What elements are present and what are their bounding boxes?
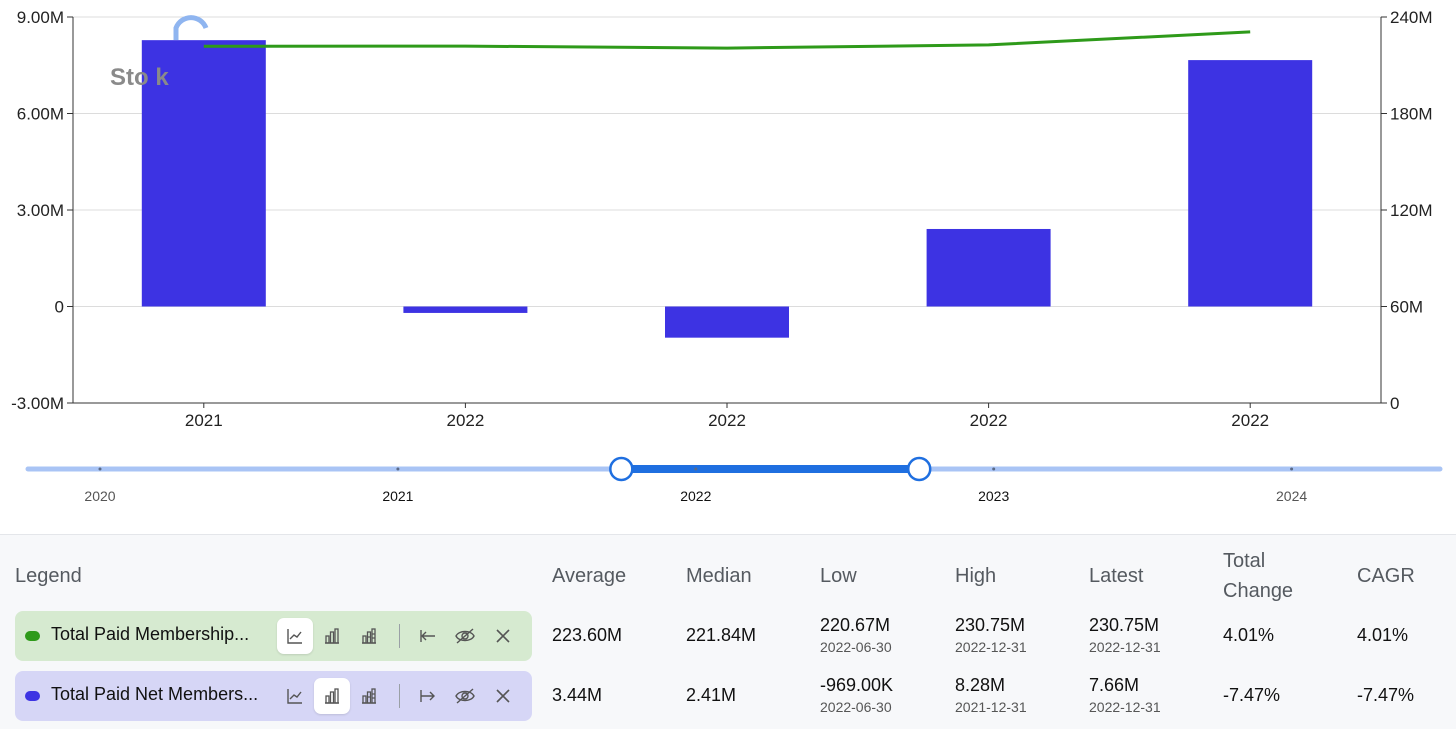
bar [926,228,1051,307]
header-low: Low [820,565,857,587]
y-left-tick-label: 0 [55,298,64,317]
low-value: -969.00K [820,675,894,695]
median-value: 221.84M [686,625,757,645]
close-icon[interactable] [485,618,521,654]
x-tick-label: 2022 [970,411,1008,430]
y-left-tick-label: 9.00M [17,8,64,27]
close-icon[interactable] [485,678,521,714]
line-chart-icon[interactable] [277,618,313,654]
icon-separator [399,624,400,648]
eye-off-icon[interactable] [447,618,483,654]
y-right-tick-label: 240M [1390,8,1433,27]
axis-right-icon[interactable] [410,678,446,714]
low-date: 2022-06-30 [820,699,892,715]
slider-year-label: 2021 [382,488,413,504]
x-tick-label: 2022 [1231,411,1269,430]
total-change-value: 4.01% [1223,625,1275,645]
x-tick-label: 2021 [185,411,223,430]
latest-date: 2022-12-31 [1089,639,1161,655]
slider-year-label: 2022 [680,488,711,504]
latest-date: 2022-12-31 [1089,699,1161,715]
y-right-tick-label: 60M [1390,298,1423,317]
slider-year-tick [992,467,996,471]
series-color-dot [25,691,40,701]
chart-area: -3.00M 0 3.00M 6.00M 9.00M 0 60M 120M 180M 240M 20… [11,8,1433,430]
header-high: High [955,565,997,587]
y-right-tick-label: 120M [1390,201,1433,220]
slider-track-svg[interactable]: 2020 2021 2022 2023 2024 [0,440,1456,534]
cagr-value: 4.01% [1357,625,1409,645]
average-value: 223.60M [552,625,623,645]
slider-end-handle[interactable] [906,456,932,482]
high-value: 230.75M [955,615,1026,635]
header-median: Median [686,565,752,587]
series-name: Total Paid Membership... [51,624,250,644]
bar-chart-icon[interactable] [314,678,350,714]
x-tick-label: 2022 [708,411,746,430]
date-range-slider[interactable]: 2020 2021 2022 2023 2024 [0,440,1456,534]
slider-year-tick [1290,467,1294,471]
cagr-value: -7.47% [1357,685,1415,705]
slider-year-label: 2024 [1276,488,1307,504]
bar [665,306,789,338]
slider-year-label: 2020 [84,488,115,504]
bar [1188,60,1313,307]
bar [141,40,266,307]
eye-off-icon[interactable] [447,678,483,714]
slider-year-tick [98,467,102,471]
latest-value: 230.75M [1089,615,1160,635]
high-value: 8.28M [955,675,1006,695]
x-tick-label: 2022 [446,411,484,430]
median-value: 2.41M [686,685,737,705]
header-latest: Latest [1089,565,1144,587]
combo-chart: -3.00M 0 3.00M 6.00M 9.00M 0 60M 120M 180M 240M 20… [11,8,1433,430]
y-right-tick-label: 180M [1390,105,1433,124]
header-average: Average [552,565,627,587]
average-value: 3.44M [552,685,603,705]
slider-start-handle[interactable] [609,456,634,482]
slider-year-tick [396,467,400,471]
bar-chart-icon[interactable] [314,618,350,654]
series-color-dot [25,631,40,641]
watermark: Sto k [110,64,169,91]
y-left-tick-label: 3.00M [17,201,64,220]
low-value: 220.67M [820,615,891,635]
low-date: 2022-06-30 [820,639,892,655]
series-name: Total Paid Net Members... [51,684,259,704]
high-date: 2021-12-31 [955,699,1027,715]
legend-table: Legend Average Median Low High Latest To… [0,534,1456,729]
icon-separator [399,684,400,708]
slider-year-tick [694,467,698,471]
latest-value: 7.66M [1089,675,1140,695]
y-right-tick-label: 0 [1390,394,1399,413]
line-chart-icon[interactable] [277,678,313,714]
total-change-value: -7.47% [1223,685,1281,705]
bar [403,306,528,313]
legend-row[interactable]: Total Paid Membership... [15,611,532,661]
axis-left-icon[interactable] [410,618,446,654]
high-date: 2022-12-31 [955,639,1027,655]
series-line [203,30,1251,50]
slider-year-label: 2023 [978,488,1009,504]
header-total-change-line2: Change [1223,580,1294,602]
header-total-change-line1: Total [1223,550,1266,572]
y-left-tick-label: -3.00M [11,394,64,413]
header-cagr: CAGR [1357,565,1415,587]
legend-row[interactable]: Total Paid Net Members... [15,671,532,721]
stacked-bar-chart-icon[interactable] [351,678,387,714]
header-legend: Legend [15,565,82,587]
lock-watermark-icon [173,15,209,40]
y-left-tick-label: 6.00M [17,105,64,124]
stacked-bar-chart-icon[interactable] [351,618,387,654]
